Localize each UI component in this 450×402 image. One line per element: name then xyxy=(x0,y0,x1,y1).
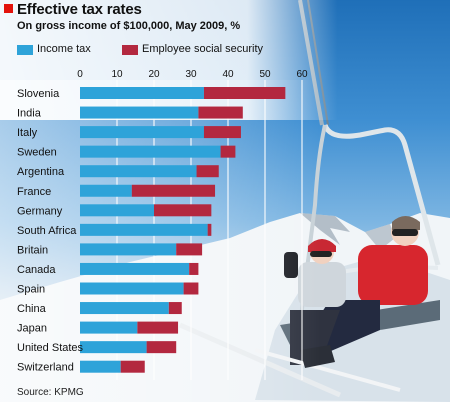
bar-income-tax xyxy=(80,262,190,275)
bar-income-tax xyxy=(80,302,169,315)
category-label: Germany xyxy=(17,205,63,217)
x-tick-label: 60 xyxy=(296,69,308,80)
bar-income-tax xyxy=(80,145,221,158)
legend-swatch-income-tax xyxy=(17,45,33,55)
bar-employee-social-security xyxy=(120,360,145,373)
bar-income-tax xyxy=(80,243,177,256)
bar-employee-social-security xyxy=(203,87,286,99)
bar-income-tax xyxy=(80,204,154,217)
bar-employee-social-security xyxy=(146,341,177,354)
legend-item-income-tax: Income tax xyxy=(17,43,127,57)
bar-employee-social-security xyxy=(131,184,216,197)
chart-subtitle: On gross income of $100,000, May 2009, % xyxy=(17,20,241,32)
category-label: Argentina xyxy=(17,166,65,178)
x-tick-label: 0 xyxy=(77,69,83,80)
legend-label-employee-social-security: Employee social security xyxy=(142,43,264,55)
bar-employee-social-security xyxy=(203,126,241,139)
bar-employee-social-security xyxy=(154,204,212,217)
bar-income-tax xyxy=(80,87,204,99)
bar-employee-social-security xyxy=(189,262,199,275)
chart-title: Effective tax rates xyxy=(17,1,142,18)
brand-accent-box xyxy=(4,4,13,13)
bar-income-tax xyxy=(80,360,121,373)
bar-income-tax xyxy=(80,165,197,178)
legend-item-employee-social-security: Employee social security xyxy=(122,43,282,57)
category-label: Sweden xyxy=(17,147,57,159)
bar-income-tax xyxy=(80,321,138,334)
chart-source: Source: KPMG xyxy=(17,387,84,398)
bar-income-tax xyxy=(80,282,184,295)
bar-income-tax xyxy=(80,184,132,197)
category-label: Spain xyxy=(17,284,45,296)
skier-right xyxy=(300,216,428,360)
mountain-rock xyxy=(365,224,395,250)
bar-employee-social-security xyxy=(196,165,219,178)
category-label: Italy xyxy=(17,127,38,139)
legend-swatch-employee-social-security xyxy=(122,45,138,55)
bar-income-tax xyxy=(80,341,147,354)
bar-income-tax xyxy=(80,223,208,236)
bar-income-tax xyxy=(80,126,204,139)
category-label: China xyxy=(17,303,47,315)
bar-employee-social-security xyxy=(207,223,212,236)
category-label: Japan xyxy=(17,323,47,335)
bar-employee-social-security xyxy=(183,282,199,295)
category-label: France xyxy=(17,186,51,198)
category-label: Slovenia xyxy=(17,88,60,100)
bar-employee-social-security xyxy=(176,243,203,256)
bar-employee-social-security xyxy=(137,321,179,334)
x-tick-label: 10 xyxy=(111,69,123,80)
x-tick-label: 20 xyxy=(148,69,160,80)
legend-label-income-tax: Income tax xyxy=(37,43,91,55)
bar-employee-social-security xyxy=(198,106,243,119)
bar-income-tax xyxy=(80,106,199,119)
x-tick-label: 40 xyxy=(222,69,234,80)
category-label: Britain xyxy=(17,244,48,256)
lift-frame xyxy=(322,123,441,266)
x-tick-label: 50 xyxy=(259,69,271,80)
category-label: Canada xyxy=(17,264,56,276)
category-label: United States xyxy=(17,342,84,354)
bar-employee-social-security xyxy=(220,145,236,158)
x-tick-label: 30 xyxy=(185,69,197,80)
category-label: Switzerland xyxy=(17,362,74,374)
category-label: India xyxy=(17,108,42,120)
category-label: South Africa xyxy=(17,225,77,237)
bar-employee-social-security xyxy=(168,302,182,315)
